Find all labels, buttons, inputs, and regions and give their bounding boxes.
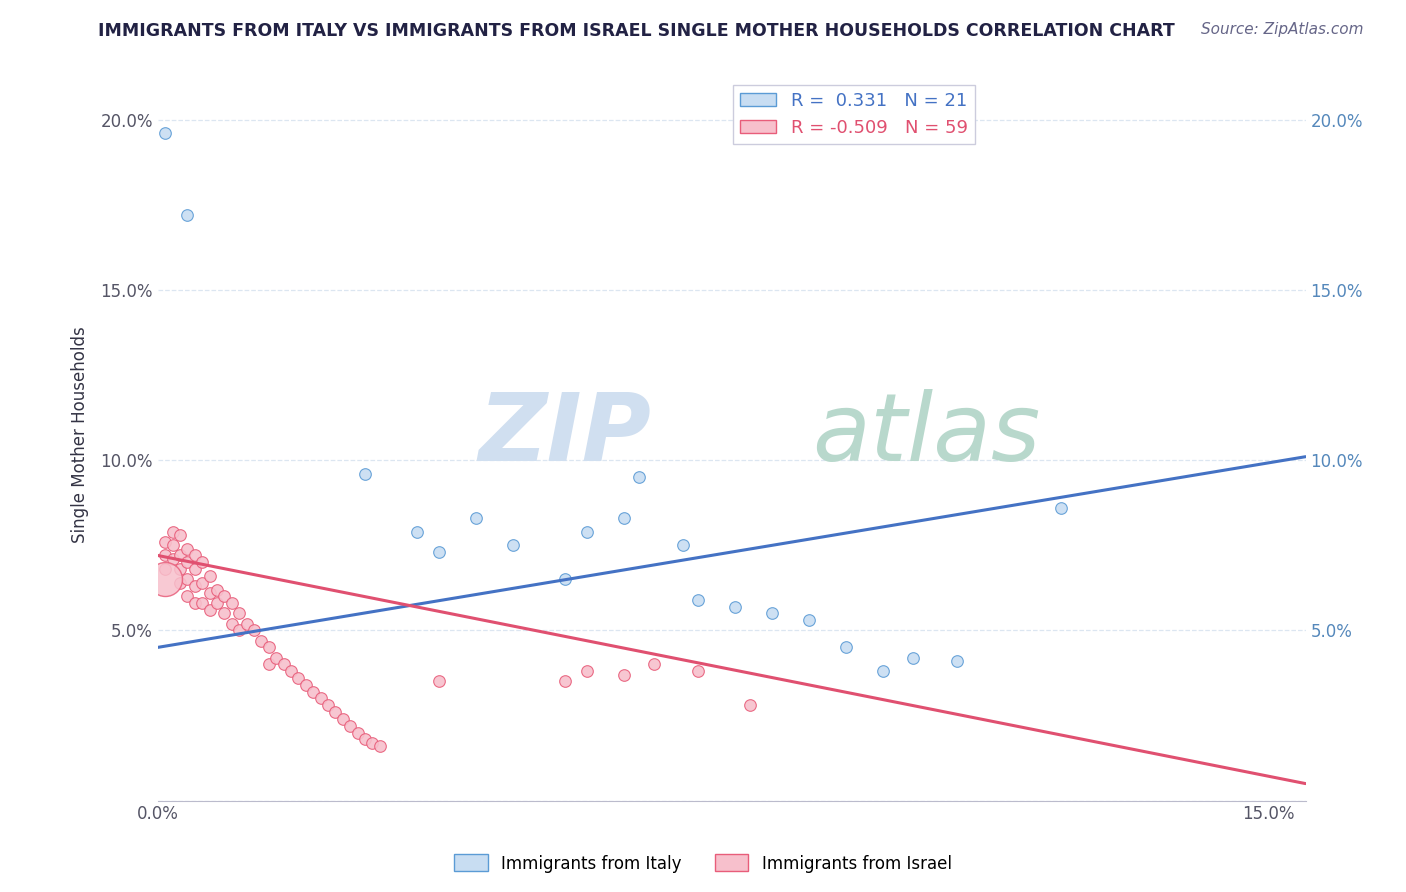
Point — [228, 607, 250, 621]
Point — [361, 736, 384, 750]
Point — [184, 596, 207, 610]
Point — [257, 640, 280, 655]
Y-axis label: Single Mother Households: Single Mother Households — [72, 326, 89, 543]
Point — [554, 572, 576, 586]
Point — [176, 555, 198, 569]
Point — [309, 691, 332, 706]
Point — [243, 624, 266, 638]
Point — [162, 524, 184, 539]
Point — [761, 607, 783, 621]
Point — [465, 511, 488, 525]
Point — [228, 624, 250, 638]
Point — [427, 674, 450, 689]
Point — [406, 524, 429, 539]
Point — [325, 705, 347, 719]
Point — [799, 613, 821, 627]
Point — [257, 657, 280, 672]
Point — [740, 698, 762, 713]
Point — [502, 538, 524, 552]
Text: IMMIGRANTS FROM ITALY VS IMMIGRANTS FROM ISRAEL SINGLE MOTHER HOUSEHOLDS CORRELA: IMMIGRANTS FROM ITALY VS IMMIGRANTS FROM… — [98, 22, 1175, 40]
Point — [264, 650, 287, 665]
Point — [184, 562, 207, 576]
Point — [176, 572, 198, 586]
Point — [221, 616, 243, 631]
Point — [295, 678, 318, 692]
Point — [169, 528, 191, 542]
Point — [576, 524, 599, 539]
Point — [354, 467, 377, 481]
Point — [191, 575, 214, 590]
Legend: R =  0.331   N = 21, R = -0.509   N = 59: R = 0.331 N = 21, R = -0.509 N = 59 — [733, 85, 976, 145]
Point — [346, 725, 368, 739]
Point — [169, 575, 191, 590]
Point — [169, 562, 191, 576]
Point — [176, 541, 198, 556]
Point — [1050, 500, 1073, 515]
Point — [153, 126, 176, 140]
Point — [368, 739, 391, 753]
Point — [162, 538, 184, 552]
Point — [214, 607, 236, 621]
Point — [672, 538, 695, 552]
Point — [191, 555, 214, 569]
Text: Source: ZipAtlas.com: Source: ZipAtlas.com — [1201, 22, 1364, 37]
Text: atlas: atlas — [811, 389, 1040, 480]
Point — [872, 664, 894, 678]
Point — [628, 470, 651, 484]
Point — [198, 603, 221, 617]
Point — [901, 650, 924, 665]
Point — [153, 549, 176, 563]
Text: ZIP: ZIP — [478, 389, 651, 481]
Point — [613, 667, 636, 681]
Point — [724, 599, 747, 614]
Point — [176, 590, 198, 604]
Legend: Immigrants from Italy, Immigrants from Israel: Immigrants from Italy, Immigrants from I… — [447, 847, 959, 880]
Point — [576, 664, 599, 678]
Point — [184, 549, 207, 563]
Point — [162, 552, 184, 566]
Point — [153, 534, 176, 549]
Point — [688, 592, 710, 607]
Point — [205, 582, 228, 597]
Point — [191, 596, 214, 610]
Point — [280, 664, 302, 678]
Point — [184, 579, 207, 593]
Point — [302, 684, 325, 698]
Point — [946, 654, 969, 668]
Point — [332, 712, 354, 726]
Point — [316, 698, 339, 713]
Point — [205, 596, 228, 610]
Point — [339, 719, 361, 733]
Point — [169, 549, 191, 563]
Point — [354, 732, 377, 747]
Point — [221, 596, 243, 610]
Point — [554, 674, 576, 689]
Point — [613, 511, 636, 525]
Point — [643, 657, 665, 672]
Point — [214, 590, 236, 604]
Point — [153, 562, 176, 576]
Point — [153, 572, 176, 586]
Point — [176, 208, 198, 222]
Point — [235, 616, 257, 631]
Point — [287, 671, 309, 685]
Point — [273, 657, 295, 672]
Point — [835, 640, 858, 655]
Point — [198, 586, 221, 600]
Point — [688, 664, 710, 678]
Point — [250, 633, 273, 648]
Point — [198, 569, 221, 583]
Point — [427, 545, 450, 559]
